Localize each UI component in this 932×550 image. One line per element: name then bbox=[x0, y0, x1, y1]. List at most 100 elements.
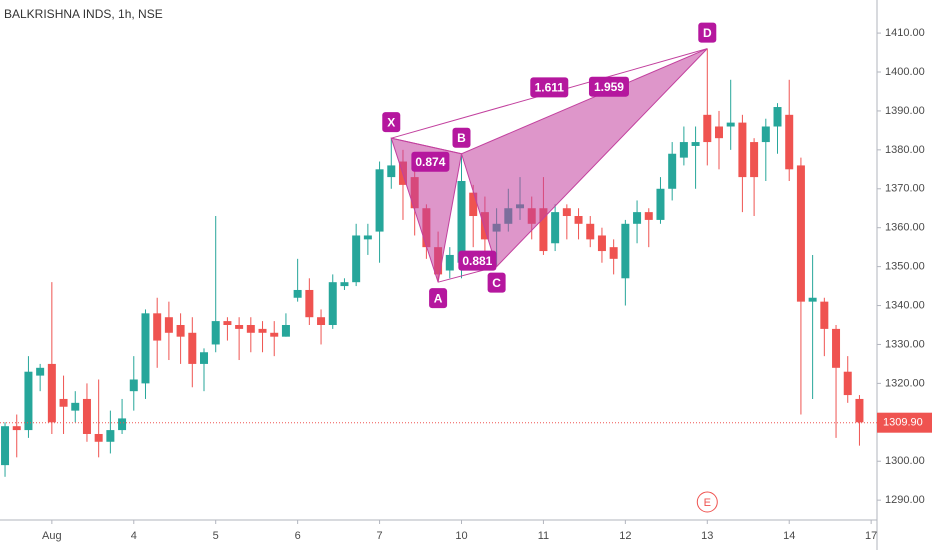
pattern-ratio: 0.881 bbox=[462, 254, 492, 268]
candle-body bbox=[808, 297, 817, 302]
pattern-ratio: 1.611 bbox=[535, 81, 565, 95]
event-marker bbox=[696, 491, 718, 513]
x-tick-label: 14 bbox=[783, 530, 795, 542]
candle-body bbox=[200, 352, 209, 364]
chart-title: BALKRISHNA INDS, 1h, NSE bbox=[4, 7, 163, 21]
candle-body bbox=[223, 321, 232, 325]
candle-body bbox=[1, 426, 10, 466]
candle-body bbox=[118, 418, 127, 431]
candle-body bbox=[293, 289, 302, 298]
candle-body bbox=[305, 289, 314, 318]
candle-body bbox=[668, 153, 677, 189]
candle-body bbox=[387, 165, 396, 178]
candle-body bbox=[141, 313, 150, 384]
candle-body bbox=[597, 235, 606, 252]
candle-body bbox=[270, 332, 279, 337]
candle-body bbox=[691, 142, 700, 146]
candle-body bbox=[176, 325, 185, 337]
pattern-point-label: A bbox=[434, 291, 443, 305]
candle-body bbox=[796, 165, 805, 302]
candle-body bbox=[750, 142, 759, 178]
y-tick-label: 1300.00 bbox=[885, 455, 925, 467]
candle-body bbox=[644, 212, 653, 220]
candle-body bbox=[820, 301, 829, 329]
candle-body bbox=[106, 430, 115, 442]
candle-body bbox=[258, 328, 267, 333]
candle-body bbox=[24, 371, 33, 431]
candle-body bbox=[574, 216, 583, 224]
y-tick-label: 1410.00 bbox=[885, 27, 925, 39]
candle-body bbox=[94, 433, 103, 442]
candle-body bbox=[785, 114, 794, 170]
candle-body bbox=[586, 223, 595, 240]
candle-body bbox=[129, 379, 138, 392]
candle-body bbox=[12, 426, 21, 431]
candle-body bbox=[761, 126, 770, 143]
pattern-ratio: 1.959 bbox=[594, 80, 624, 94]
candle-body bbox=[47, 363, 56, 423]
pattern-point-label-box bbox=[382, 112, 401, 133]
y-tick-label: 1380.00 bbox=[885, 144, 925, 156]
candle-body bbox=[36, 367, 45, 376]
y-tick-label: 1290.00 bbox=[885, 494, 925, 506]
candle-body bbox=[714, 126, 723, 139]
pattern-triangle bbox=[460, 48, 708, 268]
x-tick-label: 4 bbox=[131, 530, 137, 542]
candle-body bbox=[445, 254, 454, 271]
candle-body bbox=[469, 192, 478, 217]
event-label: E bbox=[704, 497, 711, 509]
y-tick-label: 1350.00 bbox=[885, 261, 925, 273]
candle-body bbox=[153, 313, 162, 341]
pattern-point-label: B bbox=[457, 131, 466, 145]
pattern-ratio-box bbox=[530, 77, 569, 98]
y-tick-label: 1340.00 bbox=[885, 299, 925, 311]
y-tick-label: 1320.00 bbox=[885, 377, 925, 389]
pattern-point-label-box bbox=[429, 288, 448, 309]
last-price-box bbox=[877, 412, 932, 433]
last-price-label: 1309.90 bbox=[883, 417, 923, 429]
candle-body bbox=[375, 169, 384, 232]
candle-body bbox=[679, 142, 688, 158]
candle-body bbox=[457, 180, 466, 263]
candle-body bbox=[82, 398, 91, 434]
candle-body bbox=[188, 332, 197, 364]
candle-body bbox=[621, 223, 630, 279]
y-tick-label: 1400.00 bbox=[885, 66, 925, 78]
candle-body bbox=[246, 325, 255, 333]
candle-body bbox=[281, 325, 290, 337]
x-tick-label: 17 bbox=[865, 530, 877, 542]
x-tick-label: Aug bbox=[42, 530, 62, 542]
pattern-point-label: X bbox=[387, 115, 395, 129]
candle-body bbox=[633, 212, 642, 224]
candle-body bbox=[832, 328, 841, 368]
candle-body bbox=[363, 235, 372, 240]
candle-body bbox=[562, 208, 571, 217]
pattern-ratio-box bbox=[411, 151, 450, 172]
candle-body bbox=[703, 114, 712, 143]
candle-body bbox=[71, 402, 80, 411]
x-tick-label: 6 bbox=[295, 530, 301, 542]
pattern-point-label: C bbox=[492, 276, 501, 290]
x-tick-label: 7 bbox=[377, 530, 383, 542]
x-tick-label: 12 bbox=[619, 530, 631, 542]
candle-body bbox=[855, 398, 864, 423]
y-tick-label: 1390.00 bbox=[885, 105, 925, 117]
candle-body bbox=[235, 325, 244, 329]
pattern-point-label-box bbox=[698, 22, 717, 43]
candle-body bbox=[551, 212, 560, 244]
candle-body bbox=[539, 208, 548, 252]
pattern-line bbox=[391, 137, 462, 155]
pattern-ratio-box bbox=[588, 76, 629, 97]
candle-body bbox=[656, 188, 665, 220]
y-tick-label: 1370.00 bbox=[885, 183, 925, 195]
candle-body bbox=[317, 317, 326, 325]
x-tick-label: 5 bbox=[213, 530, 219, 542]
x-tick-label: 13 bbox=[701, 530, 713, 542]
candle-body bbox=[738, 122, 747, 178]
x-tick-label: 11 bbox=[538, 530, 549, 542]
candle-body bbox=[726, 122, 735, 127]
x-tick-label: 10 bbox=[455, 530, 467, 542]
pattern-point-label-box bbox=[487, 272, 506, 293]
candle-body bbox=[773, 107, 782, 127]
